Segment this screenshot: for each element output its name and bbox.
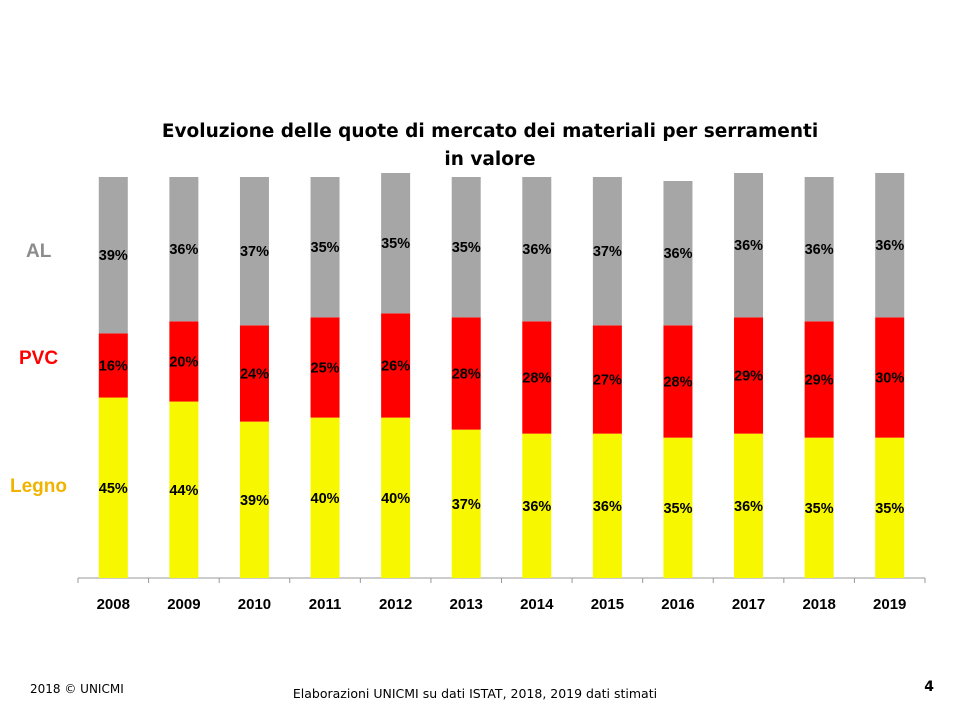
x-tick-label: 2009	[167, 596, 200, 613]
page-number: 4	[924, 679, 934, 695]
data-label-al: 35%	[311, 240, 340, 256]
data-label-legno: 35%	[805, 501, 834, 517]
bar-al	[98, 177, 128, 334]
data-label-legno: 35%	[663, 501, 692, 517]
bar-legno	[381, 417, 411, 578]
bar-al	[169, 177, 199, 322]
x-tick-label: 2013	[450, 596, 483, 613]
bar-legno	[98, 397, 128, 578]
data-label-pvc: 24%	[240, 366, 269, 382]
bar-legno	[169, 401, 199, 578]
bar-pvc	[98, 333, 128, 398]
bar-al	[381, 172, 411, 314]
data-label-pvc: 27%	[593, 373, 622, 389]
bar-legno	[310, 417, 340, 578]
data-label-legno: 45%	[99, 481, 128, 497]
x-tick-label: 2012	[379, 596, 412, 613]
data-label-al: 37%	[593, 244, 622, 260]
bar-al	[875, 172, 905, 318]
bar-pvc	[451, 317, 481, 430]
footer-copyright: 2018 © UNICMI	[30, 682, 124, 696]
data-label-al: 35%	[381, 236, 410, 252]
data-label-al: 36%	[734, 238, 763, 254]
data-label-al: 36%	[805, 242, 834, 258]
data-label-pvc: 28%	[452, 366, 481, 382]
data-label-al: 35%	[452, 240, 481, 256]
data-label-al: 37%	[240, 244, 269, 260]
bar-pvc	[310, 317, 340, 418]
data-label-pvc: 26%	[381, 358, 410, 374]
bar-legno	[875, 437, 905, 578]
data-label-al: 36%	[663, 246, 692, 262]
bar-pvc	[663, 325, 693, 438]
data-label-legno: 44%	[169, 483, 198, 499]
data-label-al: 36%	[169, 242, 198, 258]
bar-pvc	[592, 325, 622, 434]
bar-al	[663, 181, 693, 326]
data-label-legno: 36%	[593, 499, 622, 515]
series-label-legno: Legno	[10, 476, 67, 497]
bar-al	[804, 177, 834, 322]
data-label-legno: 39%	[240, 493, 269, 509]
data-label-pvc: 28%	[663, 375, 692, 391]
data-label-pvc: 29%	[734, 368, 763, 384]
data-label-pvc: 28%	[522, 371, 551, 387]
data-label-al: 36%	[875, 238, 904, 254]
data-label-legno: 37%	[452, 497, 481, 513]
bar-legno	[734, 433, 764, 578]
bar-legno	[522, 433, 552, 578]
series-label-pvc: PVC	[19, 348, 59, 369]
data-label-legno: 35%	[875, 501, 904, 517]
data-label-pvc: 20%	[169, 354, 198, 370]
bar-pvc	[381, 313, 411, 418]
bar-al	[451, 177, 481, 318]
bar-al	[592, 177, 622, 326]
bar-legno	[451, 429, 481, 578]
data-label-pvc: 29%	[805, 373, 834, 389]
data-label-al: 39%	[99, 248, 128, 264]
data-label-legno: 36%	[734, 499, 763, 515]
bar-pvc	[804, 321, 834, 438]
bar-al	[734, 172, 764, 318]
data-label-al: 36%	[522, 242, 551, 258]
x-tick-label: 2010	[238, 596, 271, 613]
bar-al	[239, 177, 269, 326]
bar-pvc	[875, 317, 905, 438]
bar-legno	[804, 437, 834, 578]
bar-pvc	[239, 325, 269, 422]
bar-al	[310, 177, 340, 318]
data-label-legno: 40%	[381, 491, 410, 507]
x-tick-label: 2015	[591, 596, 624, 613]
bar-legno	[592, 433, 622, 578]
x-tick-label: 2017	[732, 596, 765, 613]
bar-legno	[663, 437, 693, 578]
data-label-pvc: 25%	[311, 360, 340, 376]
x-tick-label: 2008	[97, 596, 130, 613]
series-label-al: AL	[26, 241, 52, 262]
bar-pvc	[169, 321, 199, 402]
data-label-legno: 36%	[522, 499, 551, 515]
bar-pvc	[734, 317, 764, 434]
x-tick-label: 2019	[873, 596, 906, 613]
bar-pvc	[522, 321, 552, 434]
bar-al	[522, 177, 552, 322]
x-tick-label: 2014	[520, 596, 554, 613]
x-tick-label: 2011	[309, 596, 342, 613]
x-tick-label: 2016	[661, 596, 694, 613]
chart-title: Evoluzione delle quote di mercato dei ma…	[161, 121, 819, 170]
data-label-legno: 40%	[311, 491, 340, 507]
data-label-pvc: 16%	[99, 358, 128, 374]
data-label-pvc: 30%	[875, 371, 904, 387]
bar-legno	[239, 421, 269, 578]
x-tick-label: 2018	[802, 596, 835, 613]
footer-source: Elaborazioni UNICMI su dati ISTAT, 2018,…	[292, 686, 658, 701]
